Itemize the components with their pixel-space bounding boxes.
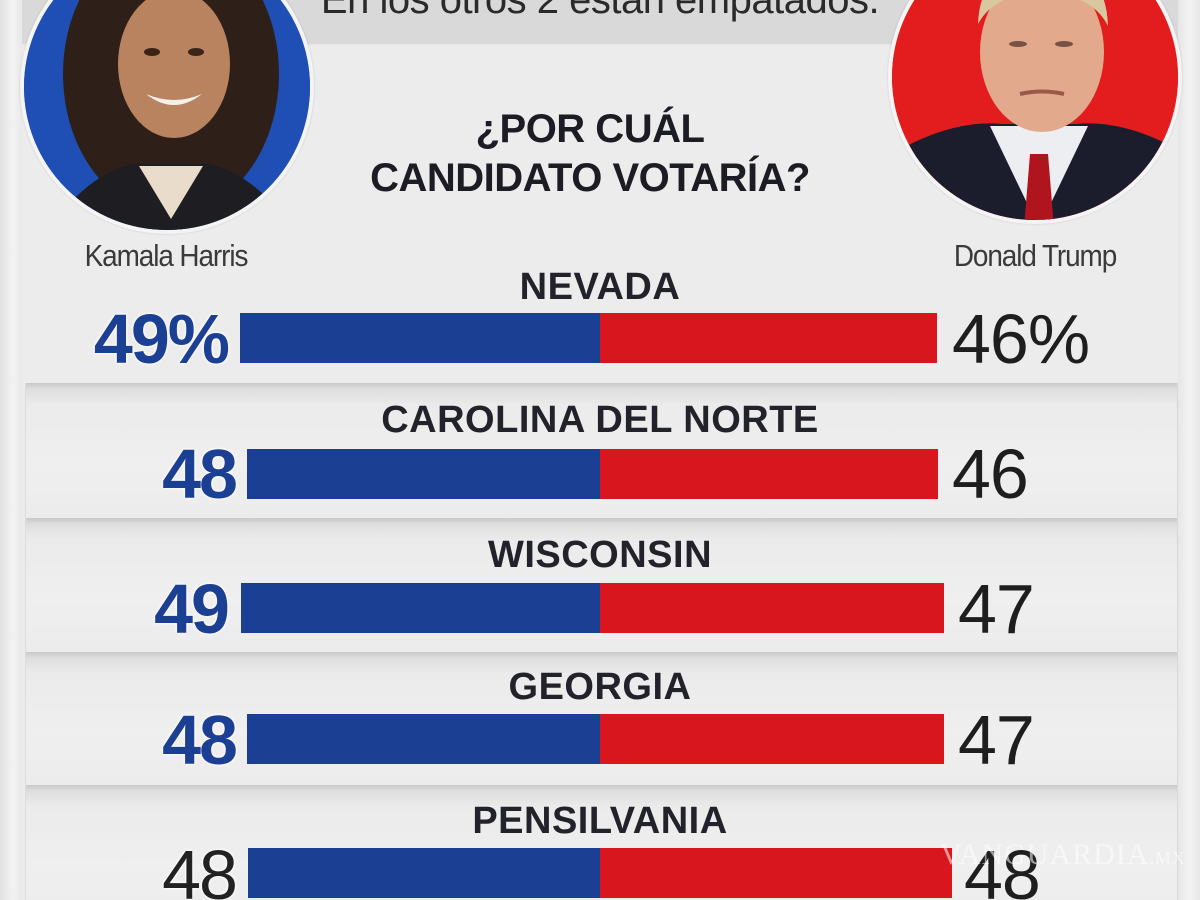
kamala-harris-photo [20,0,314,234]
trump-value-carolina-del-norte: 46 [952,435,1029,513]
bar-wisconsin [241,583,944,633]
harris-portrait-icon [24,0,310,230]
candidate-name-trump: Donald Trump [953,238,1117,273]
subtitle: En los otros 2 están empatados. [320,0,880,22]
state-label-georgia: GEORGIA [508,666,692,708]
bar-georgia [247,714,944,764]
harris-bar-nevada [240,313,600,363]
trump-bar-pensilvania [600,848,952,898]
trump-bar-carolina-del-norte [600,449,938,499]
state-label-pensilvania: PENSILVANIA [472,800,728,842]
harris-bar-georgia [247,714,600,764]
chart-title: ¿POR CUÁL CANDIDATO VOTARÍA? [290,105,890,203]
state-label-nevada: NEVADA [519,266,681,308]
harris-bar-wisconsin [241,583,600,633]
harris-value-wisconsin: 49 [154,570,230,648]
harris-value-pensilvania: 48 [162,836,238,900]
left-border-band [0,0,22,900]
donald-trump-photo [888,0,1182,224]
harris-value-carolina-del-norte: 48 [162,435,238,513]
trump-bar-nevada [600,313,937,363]
watermark-tld: .MX [1149,848,1186,868]
right-border-band [1178,0,1200,900]
bar-pensilvania [248,848,952,898]
harris-bar-carolina-del-norte [247,449,600,499]
trump-value-wisconsin: 47 [958,570,1035,648]
harris-value-georgia: 48 [162,701,238,779]
trump-value-pensilvania: 48 [964,836,1041,900]
title-line-2: CANDIDATO VOTARÍA? [370,156,810,200]
watermark: VANGUARDIA.MX [940,838,1186,872]
trump-value-nevada: 46% [952,300,1090,378]
bar-nevada [240,313,937,363]
watermark-name: VANGUARDIA [940,838,1150,871]
trump-bar-wisconsin [600,583,944,633]
trump-value-georgia: 47 [958,701,1035,779]
harris-value-nevada: 49% [93,300,230,378]
bar-carolina-del-norte [247,449,938,499]
state-label-wisconsin: WISCONSIN [487,534,713,576]
harris-bar-pensilvania [248,848,600,898]
trump-portrait-icon [892,0,1178,220]
trump-bar-georgia [600,714,944,764]
title-line-1: ¿POR CUÁL [475,107,705,151]
candidate-name-harris: Kamala Harris [84,238,249,273]
state-label-carolina-del-norte: CAROLINA DEL NORTE [381,399,819,441]
